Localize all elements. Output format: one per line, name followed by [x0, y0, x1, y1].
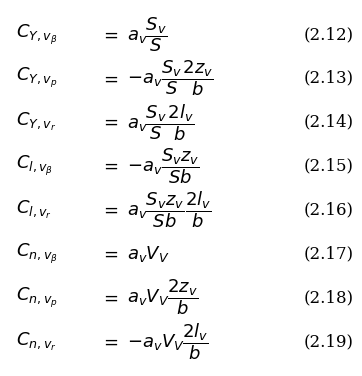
Text: $=$: $=$ [100, 113, 118, 131]
Text: $-a_v \dfrac{S_v}{S} \dfrac{2z_v}{b}$: $-a_v \dfrac{S_v}{S} \dfrac{2z_v}{b}$ [127, 59, 214, 98]
Text: $=$: $=$ [100, 332, 118, 350]
Text: $=$: $=$ [100, 201, 118, 219]
Text: $C_{Y,v_p}$: $C_{Y,v_p}$ [16, 66, 57, 91]
Text: $=$: $=$ [100, 157, 118, 175]
Text: $C_{n,v_{\beta}}$: $C_{n,v_{\beta}}$ [16, 242, 58, 266]
Text: $a_v V_V \dfrac{2z_v}{b}$: $a_v V_V \dfrac{2z_v}{b}$ [127, 278, 198, 317]
Text: (2.16): (2.16) [303, 202, 353, 218]
Text: (2.13): (2.13) [303, 70, 353, 87]
Text: $a_v \dfrac{S_v}{S} \dfrac{2l_v}{b}$: $a_v \dfrac{S_v}{S} \dfrac{2l_v}{b}$ [127, 102, 194, 143]
Text: $a_v V_V$: $a_v V_V$ [127, 244, 170, 264]
Text: $-a_v V_V \dfrac{2l_v}{b}$: $-a_v V_V \dfrac{2l_v}{b}$ [127, 321, 209, 362]
Text: $C_{Y,v_{\beta}}$: $C_{Y,v_{\beta}}$ [16, 23, 57, 47]
Text: $C_{l,v_r}$: $C_{l,v_r}$ [16, 199, 52, 221]
Text: $C_{Y,v_r}$: $C_{Y,v_r}$ [16, 111, 56, 133]
Text: $C_{n,v_r}$: $C_{n,v_r}$ [16, 331, 56, 353]
Text: $=$: $=$ [100, 245, 118, 263]
Text: $=$: $=$ [100, 69, 118, 87]
Text: $=$: $=$ [100, 26, 118, 44]
Text: (2.14): (2.14) [303, 114, 353, 131]
Text: (2.17): (2.17) [303, 245, 353, 262]
Text: $a_v \dfrac{S_v z_v}{Sb} \dfrac{2l_v}{b}$: $a_v \dfrac{S_v z_v}{Sb} \dfrac{2l_v}{b}… [127, 190, 211, 230]
Text: $C_{n,v_p}$: $C_{n,v_p}$ [16, 285, 58, 310]
Text: $a_v \dfrac{S_v}{S}$: $a_v \dfrac{S_v}{S}$ [127, 15, 168, 54]
Text: (2.12): (2.12) [303, 26, 353, 43]
Text: (2.19): (2.19) [303, 333, 353, 350]
Text: (2.18): (2.18) [303, 289, 353, 306]
Text: $-a_v \dfrac{S_v z_v}{Sb}$: $-a_v \dfrac{S_v z_v}{Sb}$ [127, 146, 200, 186]
Text: (2.15): (2.15) [303, 158, 353, 174]
Text: $C_{l,v_{\beta}}$: $C_{l,v_{\beta}}$ [16, 154, 53, 178]
Text: $=$: $=$ [100, 289, 118, 307]
